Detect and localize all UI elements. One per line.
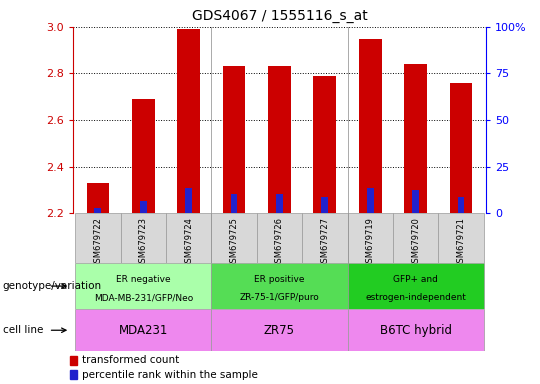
Bar [94,209,102,213]
Text: GSM679727: GSM679727 [320,217,329,268]
Bar [348,213,393,263]
Text: GFP+ and: GFP+ and [393,275,438,284]
Bar [211,309,348,351]
Bar [231,195,238,213]
Title: GDS4067 / 1555116_s_at: GDS4067 / 1555116_s_at [192,9,367,23]
Bar [276,195,283,213]
Bar [86,183,109,213]
Text: percentile rank within the sample: percentile rank within the sample [82,369,258,380]
Bar [185,187,192,213]
Bar [314,76,336,213]
Bar [75,309,211,351]
Bar [450,83,472,213]
Bar [75,263,211,309]
Text: transformed count: transformed count [82,355,179,365]
Text: MDA-MB-231/GFP/Neo: MDA-MB-231/GFP/Neo [93,293,193,302]
Bar [70,370,77,379]
Bar [75,213,120,263]
Bar [166,213,211,263]
Text: MDA231: MDA231 [119,324,168,337]
Bar [140,202,147,213]
Bar [412,190,419,213]
Text: GSM679719: GSM679719 [366,217,375,268]
Bar [438,213,484,263]
Text: B6TC hybrid: B6TC hybrid [380,324,451,337]
Bar [367,187,374,213]
Bar [256,213,302,263]
Bar [359,38,382,213]
Text: GSM679721: GSM679721 [456,217,465,268]
Bar [321,197,328,213]
Bar [302,213,348,263]
Text: estrogen-independent: estrogen-independent [365,293,466,302]
Bar [222,66,245,213]
Bar [348,309,484,351]
Bar [268,66,291,213]
Text: GSM679720: GSM679720 [411,217,420,268]
Bar [457,197,464,213]
Bar [211,213,256,263]
Text: ER positive: ER positive [254,275,305,284]
Text: GSM679723: GSM679723 [139,217,148,268]
Text: ZR75: ZR75 [264,324,295,337]
Text: GSM679726: GSM679726 [275,217,284,268]
Bar [404,64,427,213]
Bar [177,29,200,213]
Text: GSM679724: GSM679724 [184,217,193,268]
Bar [393,213,438,263]
Text: GSM679722: GSM679722 [93,217,103,268]
Bar [211,263,348,309]
Bar [120,213,166,263]
Text: ZR-75-1/GFP/puro: ZR-75-1/GFP/puro [240,293,319,302]
Bar [70,356,77,365]
Bar [132,99,154,213]
Text: ER negative: ER negative [116,275,171,284]
Text: GSM679725: GSM679725 [230,217,239,268]
Text: genotype/variation: genotype/variation [3,281,102,291]
Text: cell line: cell line [3,325,43,335]
Bar [348,263,484,309]
